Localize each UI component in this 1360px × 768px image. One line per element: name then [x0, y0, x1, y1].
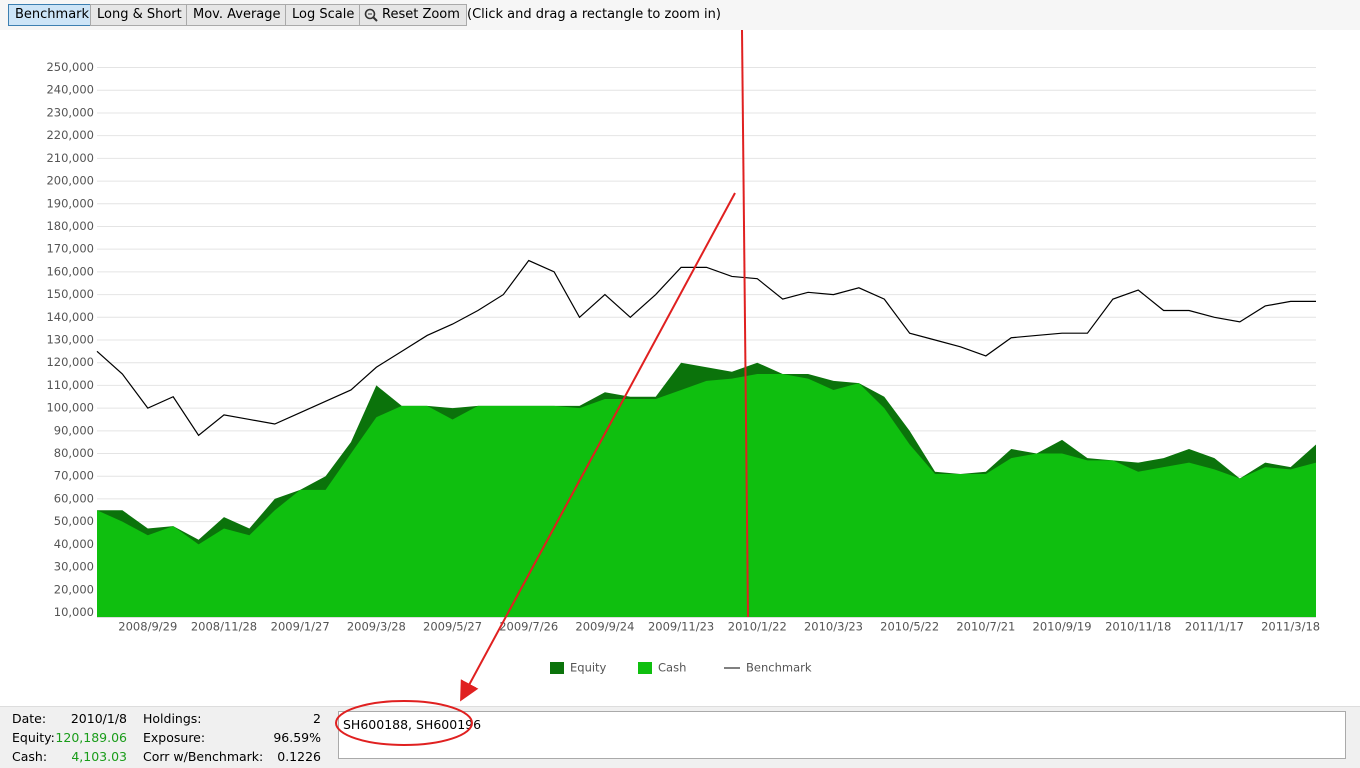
legend-label: Cash	[658, 661, 686, 675]
y-tick-label: 240,000	[46, 83, 94, 97]
x-tick-label: 2009/3/28	[347, 620, 406, 634]
area-cash	[97, 374, 1316, 617]
y-tick-label: 180,000	[46, 219, 94, 233]
x-tick-label: 2008/11/28	[191, 620, 257, 634]
y-tick-label: 60,000	[54, 491, 94, 505]
field-value: 2010/1/8	[70, 711, 127, 726]
y-tick-label: 230,000	[46, 105, 94, 119]
y-tick-label: 40,000	[54, 537, 94, 551]
legend-swatch	[550, 662, 564, 674]
field-label: Holdings:	[143, 711, 202, 726]
y-tick-label: 220,000	[46, 128, 94, 142]
y-tick-label: 90,000	[54, 423, 94, 437]
field-value: 0.1226	[277, 749, 321, 764]
field-label: Date:	[12, 711, 47, 726]
chart: 10,000 20,000 30,000 40,000 50,000 60,000 70,0…	[46, 60, 1320, 675]
y-tick-label: 70,000	[54, 469, 94, 483]
y-tick-label: 130,000	[46, 333, 94, 347]
x-tick-label: 2011/3/18	[1261, 620, 1320, 634]
zoom-hint: (Click and drag a rectangle to zoom in)	[467, 7, 721, 22]
long-short-button[interactable]: Long & Short	[90, 4, 189, 26]
y-tick-label: 170,000	[46, 242, 94, 256]
x-tick-label: 2010/9/19	[1033, 620, 1092, 634]
field-value: 2	[313, 711, 321, 726]
x-tick-label: 2010/11/18	[1105, 620, 1171, 634]
y-tick-label: 140,000	[46, 310, 94, 324]
x-tick-label: 2009/7/26	[499, 620, 558, 634]
y-tick-label: 100,000	[46, 401, 94, 415]
benchmark-button[interactable]: Benchmark	[8, 4, 97, 26]
x-tick-label: 2008/9/29	[118, 620, 177, 634]
x-tick-label: 2009/11/23	[648, 620, 714, 634]
y-tick-label: 160,000	[46, 264, 94, 278]
y-tick-label: 210,000	[46, 151, 94, 165]
moving-average-button[interactable]: Mov. Average	[186, 4, 288, 26]
x-tick-label: 2009/1/27	[271, 620, 330, 634]
holdings-list: SH600188, SH600196	[338, 711, 1346, 759]
y-tick-label: 190,000	[46, 196, 94, 210]
y-tick-label: 80,000	[54, 446, 94, 460]
y-tick-label: 30,000	[54, 560, 94, 574]
status-panel: Date: 2010/1/8 Holdings: 2 Equity: 120,189.06…	[0, 706, 1360, 768]
field-label: Corr w/Benchmark:	[143, 749, 264, 764]
y-tick-label: 250,000	[46, 60, 94, 74]
x-tick-label: 2009/5/27	[423, 620, 482, 634]
toolbar: Benchmark Long & Short Mov. Average Log …	[0, 0, 1360, 30]
reset-zoom-button[interactable]: Reset Zoom	[359, 4, 467, 26]
field-value: 4,103.03	[71, 749, 127, 764]
field-label: Exposure:	[143, 730, 206, 745]
field-value: 120,189.06	[55, 730, 127, 745]
field-label: Equity:	[12, 730, 55, 745]
zoom-icon	[364, 8, 378, 22]
x-tick-label: 2010/7/21	[956, 620, 1015, 634]
x-tick-label: 2009/9/24	[575, 620, 634, 634]
x-tick-label: 2010/1/22	[728, 620, 787, 634]
field-value: 96.59%	[273, 730, 321, 745]
field-label: Cash:	[12, 749, 48, 764]
y-tick-label: 120,000	[46, 355, 94, 369]
y-tick-label: 20,000	[54, 582, 94, 596]
y-tick-label: 150,000	[46, 287, 94, 301]
y-tick-label: 10,000	[54, 605, 94, 619]
x-tick-label: 2010/3/23	[804, 620, 863, 634]
legend-label: Equity	[570, 661, 607, 675]
legend-swatch	[638, 662, 652, 674]
log-scale-button[interactable]: Log Scale	[285, 4, 362, 26]
reset-zoom-label: Reset Zoom	[382, 7, 460, 22]
x-tick-label: 2011/1/17	[1185, 620, 1244, 634]
y-tick-label: 50,000	[54, 514, 94, 528]
x-tick-label: 2010/5/22	[880, 620, 939, 634]
y-tick-label: 200,000	[46, 174, 94, 188]
y-tick-label: 110,000	[46, 378, 94, 392]
legend-label: Benchmark	[746, 661, 812, 675]
